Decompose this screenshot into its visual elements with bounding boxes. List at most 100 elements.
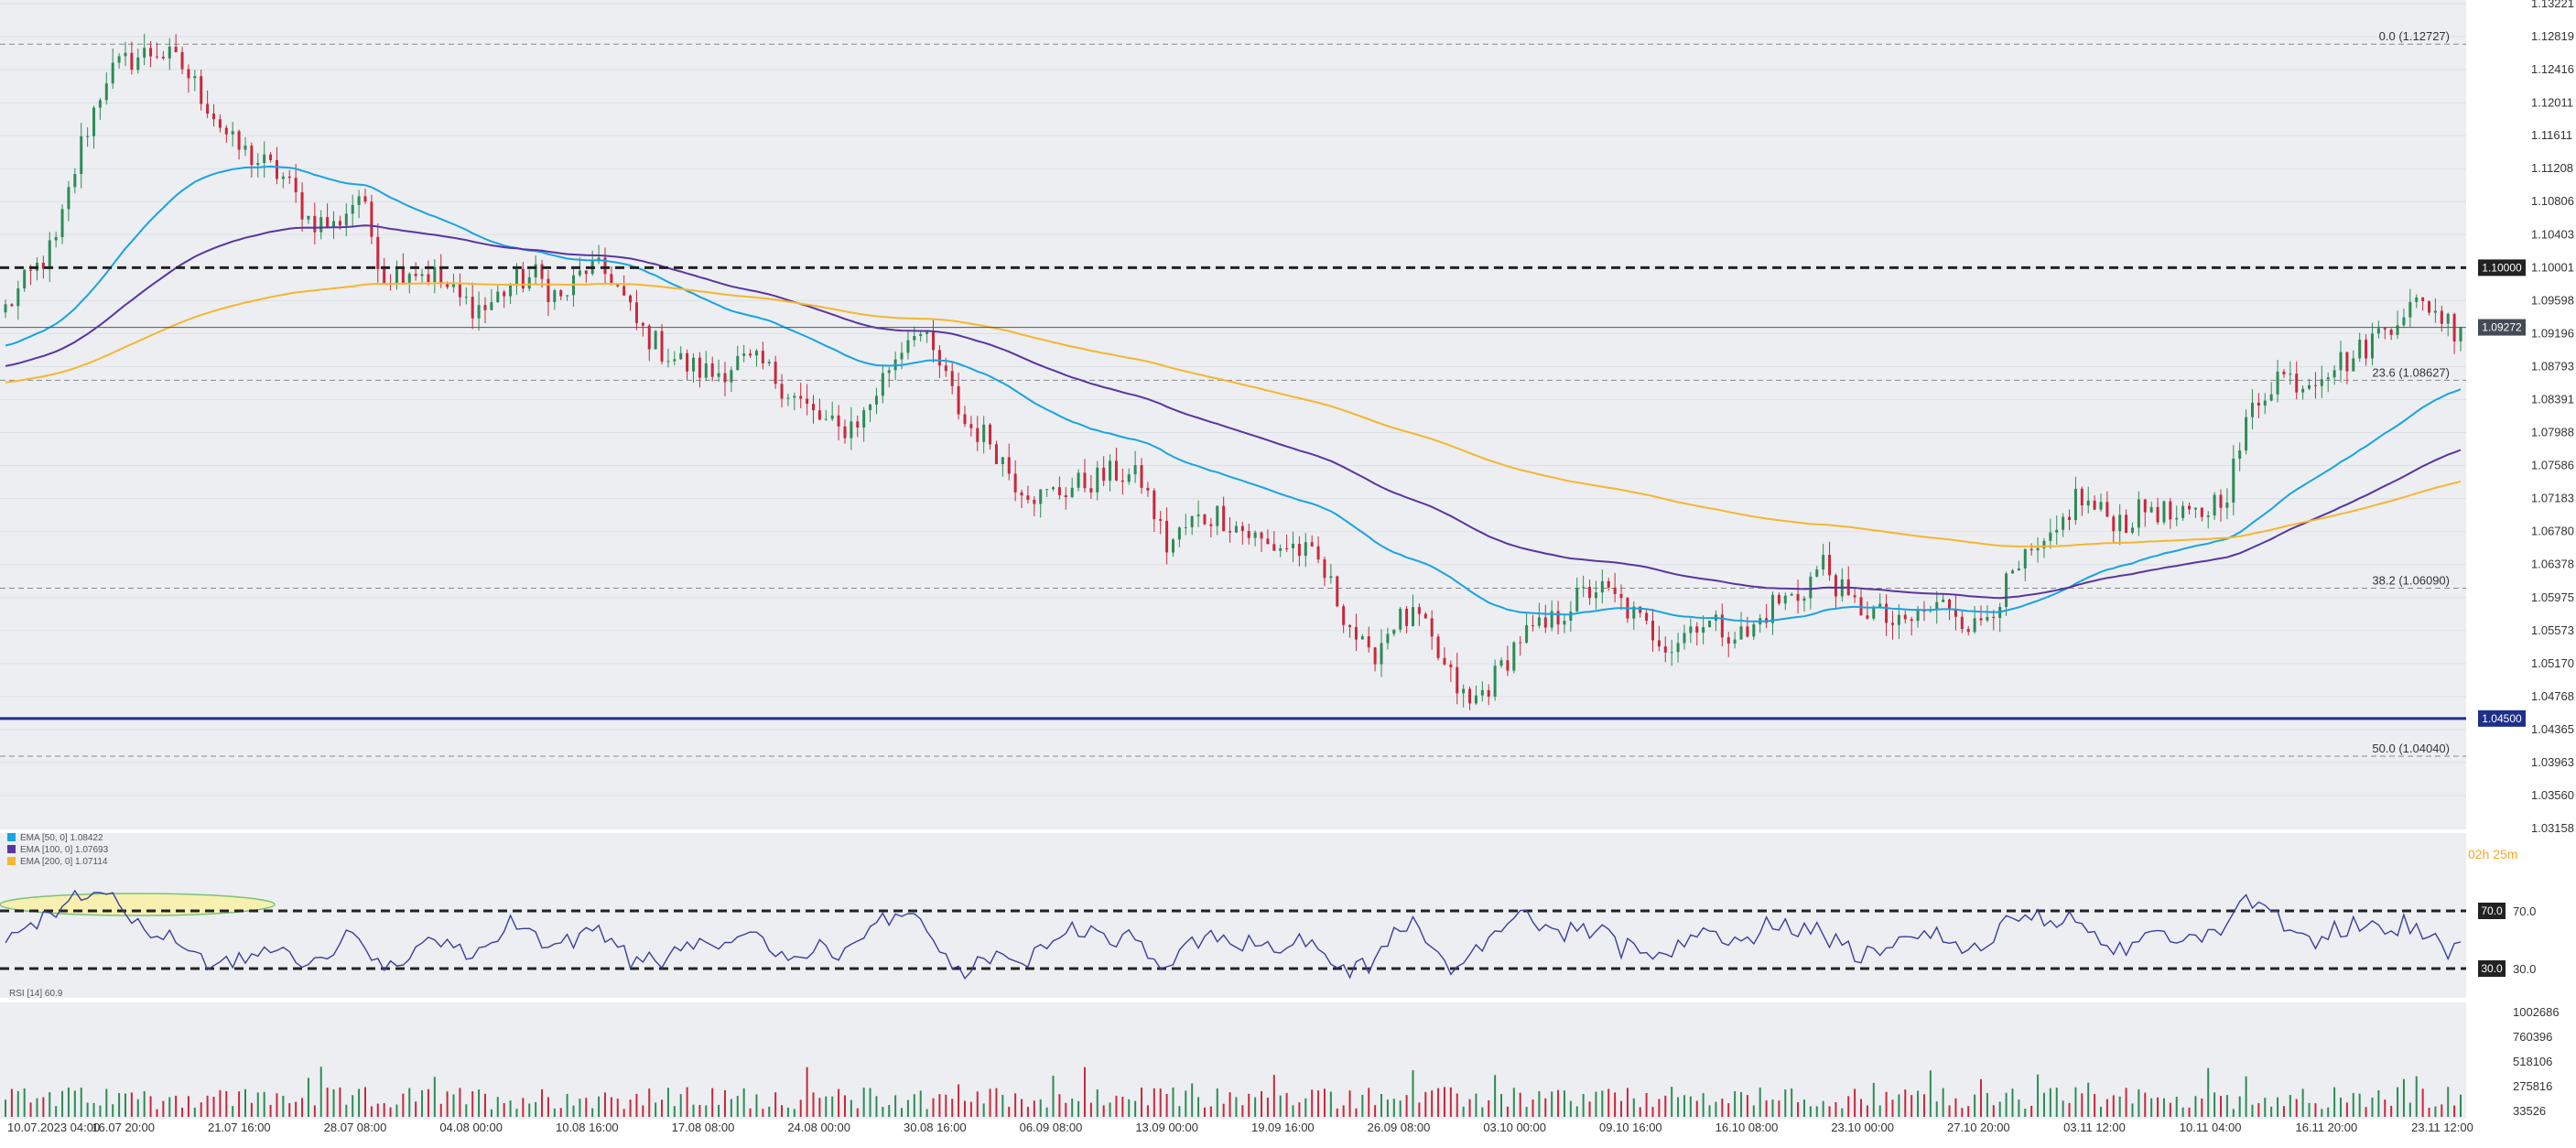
candle-body bbox=[806, 398, 809, 405]
volume-bar bbox=[1639, 1107, 1641, 1117]
volume-bar bbox=[679, 1094, 682, 1117]
candle-body bbox=[490, 302, 493, 310]
candle-body bbox=[1039, 489, 1043, 504]
volume-bar bbox=[1102, 1105, 1105, 1117]
volume-bar bbox=[742, 1088, 745, 1117]
candle-body bbox=[269, 154, 273, 160]
candle-body bbox=[111, 62, 114, 84]
candle-body bbox=[1310, 542, 1314, 547]
volume-bar bbox=[698, 1104, 701, 1117]
candle-body bbox=[1922, 611, 1926, 612]
candle-body bbox=[723, 373, 727, 383]
price-tick-label: 1.07586 bbox=[2531, 459, 2574, 472]
volume-bar bbox=[1468, 1099, 1471, 1117]
candle-body bbox=[2005, 573, 2008, 608]
candle-body bbox=[2105, 502, 2109, 517]
volume-bar bbox=[319, 1067, 322, 1117]
volume-bar bbox=[509, 1100, 512, 1117]
candle-body bbox=[446, 282, 449, 287]
candle-body bbox=[2326, 377, 2330, 380]
volume-bar bbox=[2062, 1100, 2064, 1117]
candle-body bbox=[2143, 499, 2147, 513]
candle-body bbox=[2181, 505, 2185, 518]
candle-body bbox=[780, 384, 784, 399]
candle-body bbox=[1783, 595, 1787, 604]
candle-body bbox=[584, 270, 588, 275]
candle-body bbox=[553, 290, 557, 303]
candle-body bbox=[2225, 503, 2229, 508]
candle-body bbox=[212, 114, 216, 120]
ema-100-line bbox=[5, 224, 2462, 600]
candle-body bbox=[124, 52, 127, 57]
candle-body bbox=[1360, 636, 1364, 640]
volume-bar bbox=[686, 1087, 688, 1117]
candle-body bbox=[1726, 637, 1730, 644]
volume-bar bbox=[86, 1102, 89, 1117]
volume-bar bbox=[1626, 1088, 1629, 1117]
grid-lines bbox=[0, 3, 2466, 829]
volume-bar bbox=[786, 1107, 789, 1117]
candle-body bbox=[1487, 689, 1490, 697]
volume-bar bbox=[193, 1107, 196, 1117]
volume-bar bbox=[2150, 1098, 2153, 1117]
rsi-level-label: 30.0 bbox=[2513, 962, 2536, 976]
volume-bar bbox=[1658, 1099, 1661, 1117]
volume-bar bbox=[1216, 1088, 1218, 1117]
rsi-level-box bbox=[2478, 960, 2506, 977]
candle-body bbox=[1133, 465, 1137, 475]
volume-bar bbox=[1386, 1099, 1389, 1117]
volume-bar bbox=[408, 1088, 411, 1117]
volume-bar bbox=[459, 1088, 461, 1117]
volume-bar bbox=[244, 1088, 246, 1117]
candle-body bbox=[1127, 474, 1131, 482]
candle-body bbox=[2358, 340, 2362, 359]
volume-bar bbox=[1765, 1100, 1768, 1117]
volume-bar bbox=[389, 1107, 392, 1117]
volume-bar bbox=[566, 1093, 568, 1117]
legend-text: EMA [200, 0] 1.07114 bbox=[20, 857, 108, 867]
candle-body bbox=[73, 174, 77, 188]
volume-bar bbox=[1374, 1105, 1377, 1117]
volume-bar bbox=[2011, 1088, 2014, 1117]
volume-bar bbox=[1039, 1099, 1042, 1117]
volume-tick-label: 275816 bbox=[2513, 1079, 2552, 1093]
volume-bar bbox=[1399, 1100, 1402, 1117]
candle-body bbox=[976, 428, 980, 442]
volume-bar bbox=[1361, 1094, 1364, 1117]
candle-body bbox=[2049, 532, 2052, 541]
candle-body bbox=[174, 46, 178, 52]
volume-bar bbox=[2434, 1106, 2437, 1117]
candle-body bbox=[2370, 333, 2374, 359]
rsi-level-label: 70.0 bbox=[2513, 904, 2536, 918]
volume-bar bbox=[2201, 1098, 2203, 1117]
candle-body bbox=[281, 176, 285, 179]
candle-body bbox=[1790, 593, 1793, 596]
candle-body bbox=[117, 56, 121, 63]
volume-bar bbox=[2125, 1088, 2127, 1117]
price-tick-label: 1.03560 bbox=[2531, 788, 2574, 802]
candle-body bbox=[155, 56, 158, 58]
candle-body bbox=[136, 57, 140, 70]
candle-body bbox=[427, 274, 430, 282]
volume-bar bbox=[2441, 1104, 2443, 1117]
volume-bar bbox=[1437, 1088, 1440, 1117]
volume-bar bbox=[1248, 1093, 1250, 1117]
candle-body bbox=[2250, 402, 2254, 417]
volume-bar bbox=[206, 1095, 209, 1117]
price-tick-label: 1.05975 bbox=[2531, 590, 2574, 604]
candle-body bbox=[566, 295, 569, 297]
candle-body bbox=[2308, 384, 2311, 389]
volume-bar bbox=[2157, 1097, 2159, 1117]
volume-bar bbox=[1942, 1088, 1944, 1117]
candle-body bbox=[603, 257, 607, 275]
price-tick-label: 1.10403 bbox=[2531, 227, 2574, 241]
price-tick-label: 1.05573 bbox=[2531, 623, 2574, 637]
horizontal-lines: 1.10000 1.04500 1.09272 bbox=[0, 259, 2526, 727]
time-tick-label: 09.10 16:00 bbox=[1599, 1121, 1662, 1134]
volume-bar bbox=[1854, 1088, 1856, 1117]
volume-bar bbox=[1488, 1099, 1490, 1117]
candle-body bbox=[344, 213, 348, 226]
volume-bar bbox=[402, 1093, 405, 1117]
candle-body bbox=[989, 424, 992, 445]
volume-bar bbox=[1904, 1089, 1907, 1117]
